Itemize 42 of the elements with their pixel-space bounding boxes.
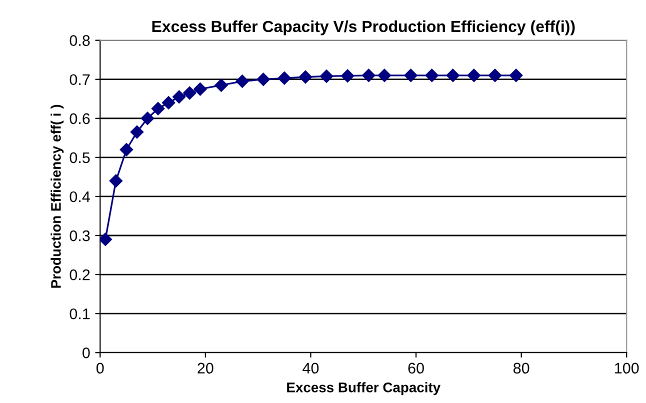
y-tick-label: 0.8 <box>70 35 90 46</box>
point <box>340 69 354 82</box>
point <box>488 68 502 82</box>
point <box>298 70 312 84</box>
point <box>140 112 154 125</box>
x-tick-label: 100 <box>615 362 639 374</box>
x-tick-label: 60 <box>408 362 424 374</box>
y-tick-label: 0.6 <box>70 113 90 124</box>
x-tick-label: 80 <box>513 362 530 374</box>
point <box>214 78 228 92</box>
y-axis-title: Production Efficiency eff( i ) <box>50 104 64 288</box>
y-tick-label: 0 <box>82 347 90 358</box>
x-tick-label: 20 <box>198 362 214 374</box>
y-tick-label: 0.1 <box>70 308 90 320</box>
y-tick-label: 0.4 <box>70 191 90 202</box>
chart-title: Excess Buffer Capacity V/s Production Efficiency (eff(i)) <box>152 20 575 36</box>
point <box>183 86 196 100</box>
x-tick-label: 0 <box>96 362 104 374</box>
point <box>236 74 249 88</box>
point <box>425 68 438 82</box>
point <box>378 68 392 82</box>
x-tick-label: 40 <box>302 362 319 374</box>
y-tick-label: 0.2 <box>70 269 90 280</box>
point <box>151 102 165 116</box>
y-tick-label: 0.5 <box>70 152 90 164</box>
point <box>256 72 270 86</box>
point <box>362 68 376 82</box>
x-axis-title: Excess Buffer Capacity <box>287 382 440 396</box>
point <box>509 68 523 82</box>
point <box>194 82 207 96</box>
point <box>446 68 460 82</box>
point <box>172 90 186 104</box>
point <box>278 72 291 85</box>
point <box>162 96 176 110</box>
point <box>109 174 123 188</box>
y-tick-label: 0.7 <box>70 74 90 86</box>
point <box>320 70 334 83</box>
point <box>467 68 481 82</box>
y-tick-label: 0.3 <box>70 230 90 242</box>
point <box>120 143 134 156</box>
point <box>404 68 418 82</box>
point <box>130 125 144 139</box>
